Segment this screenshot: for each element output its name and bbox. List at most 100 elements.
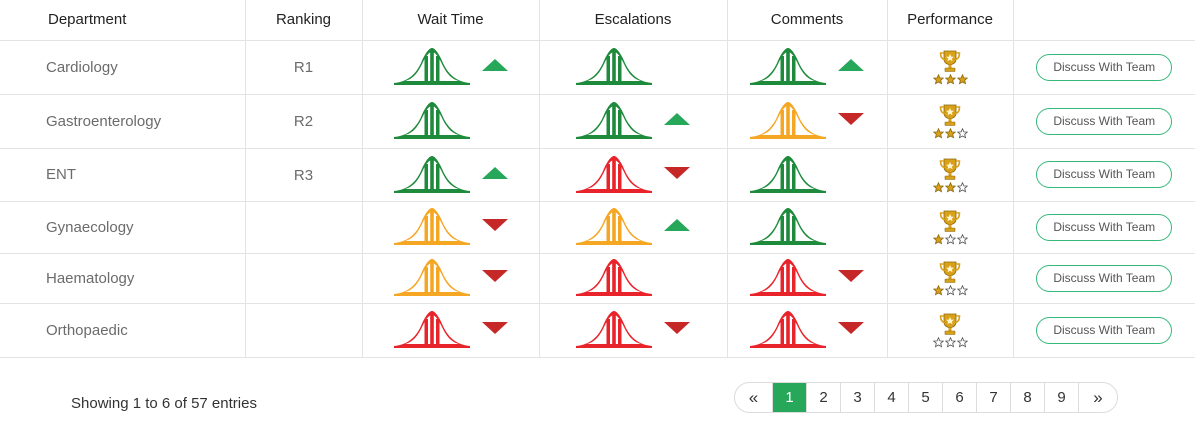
page-6-button[interactable]: 6 bbox=[943, 383, 977, 412]
wait-time-cell bbox=[362, 40, 540, 95]
bell-curve-icon bbox=[393, 308, 471, 348]
trend-up-icon bbox=[837, 58, 865, 72]
table-row: ENT R3 Discuss With Team bbox=[0, 148, 1195, 202]
ranking-cell: R3 bbox=[245, 148, 363, 202]
star-icon bbox=[956, 128, 968, 139]
comments-cell bbox=[727, 94, 888, 149]
header-department[interactable]: Department bbox=[0, 0, 246, 41]
page-8-button[interactable]: 8 bbox=[1011, 383, 1045, 412]
performance-cell bbox=[887, 40, 1014, 95]
page-4-button[interactable]: 4 bbox=[875, 383, 909, 412]
star-icon bbox=[956, 337, 968, 348]
pagination-prev-button[interactable]: « bbox=[735, 383, 773, 412]
department-table: Department Ranking Wait Time Escalations… bbox=[0, 0, 1195, 358]
trend-down-icon bbox=[481, 269, 509, 283]
trend-up-icon bbox=[481, 58, 509, 72]
wait-time-cell bbox=[362, 148, 540, 202]
bell-curve-icon bbox=[575, 256, 653, 296]
ranking-cell bbox=[245, 201, 363, 254]
star-icon bbox=[944, 234, 956, 245]
trend-placeholder bbox=[481, 112, 509, 126]
performance-cell bbox=[887, 94, 1014, 149]
trophy-icon bbox=[939, 260, 961, 284]
trend-down-icon bbox=[663, 166, 691, 180]
page-2-button[interactable]: 2 bbox=[807, 383, 841, 412]
trend-down-icon bbox=[837, 269, 865, 283]
bell-curve-icon bbox=[575, 153, 653, 193]
discuss-with-team-button[interactable]: Discuss With Team bbox=[1036, 161, 1173, 188]
trend-placeholder bbox=[837, 166, 865, 180]
bell-curve-icon bbox=[749, 153, 827, 193]
performance-cell bbox=[887, 201, 1014, 254]
star-icon bbox=[956, 285, 968, 296]
star-icon bbox=[944, 285, 956, 296]
action-cell: Discuss With Team bbox=[1013, 201, 1195, 254]
header-ranking[interactable]: Ranking bbox=[245, 0, 363, 41]
escalations-cell bbox=[539, 303, 728, 358]
trend-down-icon bbox=[481, 218, 509, 232]
trend-down-icon bbox=[663, 321, 691, 335]
department-cell: Cardiology bbox=[0, 40, 246, 95]
entries-info: Showing 1 to 6 of 57 entries bbox=[71, 395, 257, 412]
bell-curve-icon bbox=[393, 205, 471, 245]
pagination: « 1 2 3 4 5 6 7 8 9 » bbox=[734, 382, 1118, 413]
star-rating bbox=[932, 128, 968, 139]
bell-curve-icon bbox=[749, 308, 827, 348]
trophy-icon bbox=[939, 157, 961, 181]
bell-curve-icon bbox=[393, 99, 471, 139]
star-icon bbox=[956, 74, 968, 85]
action-cell: Discuss With Team bbox=[1013, 253, 1195, 304]
discuss-with-team-button[interactable]: Discuss With Team bbox=[1036, 264, 1173, 292]
header-performance[interactable]: Performance bbox=[887, 0, 1014, 41]
discuss-with-team-button[interactable]: Discuss With Team bbox=[1036, 213, 1173, 241]
page-1-button[interactable]: 1 bbox=[773, 383, 807, 412]
page-9-button[interactable]: 9 bbox=[1045, 383, 1079, 412]
comments-cell bbox=[727, 201, 888, 254]
header-escalations[interactable]: Escalations bbox=[539, 0, 728, 41]
performance-cell bbox=[887, 148, 1014, 202]
ranking-cell bbox=[245, 303, 363, 358]
trophy-icon bbox=[939, 312, 961, 336]
header-comments[interactable]: Comments bbox=[727, 0, 888, 41]
action-cell: Discuss With Team bbox=[1013, 148, 1195, 202]
action-cell: Discuss With Team bbox=[1013, 40, 1195, 95]
star-rating bbox=[932, 285, 968, 296]
page-3-button[interactable]: 3 bbox=[841, 383, 875, 412]
wait-time-cell bbox=[362, 94, 540, 149]
star-icon bbox=[932, 128, 944, 139]
star-rating bbox=[932, 337, 968, 348]
star-icon bbox=[944, 128, 956, 139]
pagination-next-button[interactable]: » bbox=[1093, 388, 1103, 407]
table-row: Orthopaedic Discuss With Team bbox=[0, 303, 1195, 358]
page-5-button[interactable]: 5 bbox=[909, 383, 943, 412]
ranking-cell: R2 bbox=[245, 94, 363, 149]
escalations-cell bbox=[539, 201, 728, 254]
star-icon bbox=[944, 337, 956, 348]
star-icon bbox=[932, 285, 944, 296]
star-icon bbox=[932, 234, 944, 245]
page-7-button[interactable]: 7 bbox=[977, 383, 1011, 412]
discuss-with-team-button[interactable]: Discuss With Team bbox=[1036, 107, 1173, 135]
trend-down-icon bbox=[837, 321, 865, 335]
bell-curve-icon bbox=[749, 205, 827, 245]
trophy-icon bbox=[939, 103, 961, 127]
ranking-cell: R1 bbox=[245, 40, 363, 95]
wait-time-cell bbox=[362, 201, 540, 254]
star-rating bbox=[932, 181, 968, 193]
comments-cell bbox=[727, 148, 888, 202]
discuss-with-team-button[interactable]: Discuss With Team bbox=[1036, 316, 1173, 344]
star-rating bbox=[932, 74, 968, 85]
header-wait-time[interactable]: Wait Time bbox=[362, 0, 540, 41]
table-row: Gastroenterology R2 Discuss With Team bbox=[0, 94, 1195, 149]
trend-placeholder bbox=[837, 218, 865, 232]
bell-curve-icon bbox=[749, 256, 827, 296]
star-icon bbox=[932, 74, 944, 85]
discuss-with-team-button[interactable]: Discuss With Team bbox=[1036, 53, 1173, 81]
performance-cell bbox=[887, 303, 1014, 358]
bell-curve-icon bbox=[575, 205, 653, 245]
bell-curve-icon bbox=[575, 45, 653, 85]
department-cell: Orthopaedic bbox=[0, 303, 246, 358]
comments-cell bbox=[727, 303, 888, 358]
bell-curve-icon bbox=[575, 99, 653, 139]
department-cell: Gastroenterology bbox=[0, 94, 246, 149]
